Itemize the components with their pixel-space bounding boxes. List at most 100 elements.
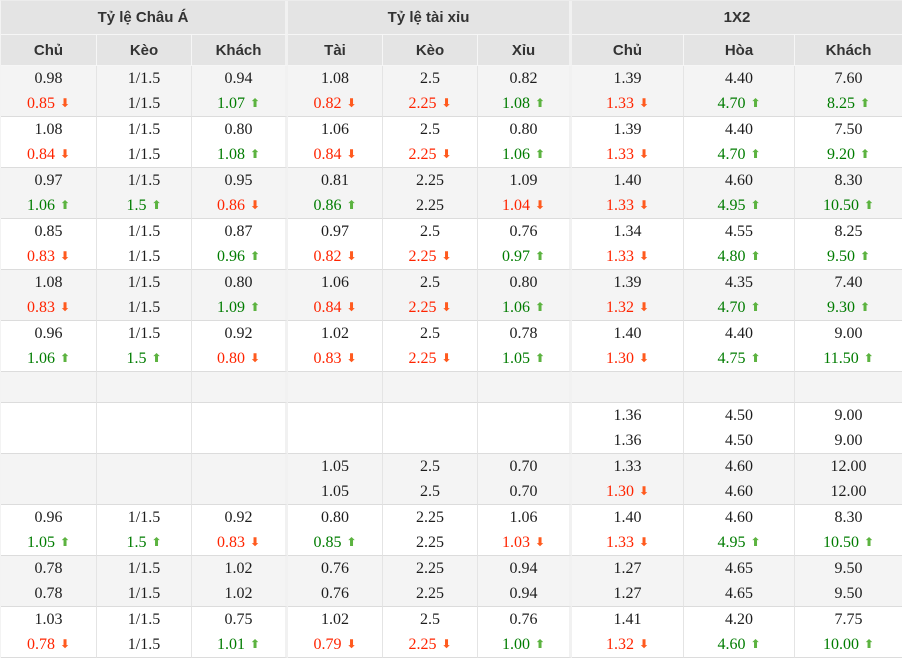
odds-cell: 0.94 1.07 ⬆ <box>192 66 289 117</box>
odds-value-opening: 1.27 <box>613 560 642 577</box>
odds-value-opening: 0.75 <box>224 611 253 628</box>
odds-value-live: 0.85 <box>26 95 55 112</box>
odds-value-opening: 2.5 <box>420 611 441 628</box>
odds-cell <box>383 403 479 454</box>
odds-cell: 1.36 1.36 <box>572 403 685 454</box>
trend-up-icon: ⬆ <box>750 96 761 110</box>
odds-cell: 0.80 1.06 ⬆ <box>478 270 573 321</box>
odds-value-live: 0.82 <box>313 248 342 265</box>
odds-value-live: 1.02 <box>224 585 253 602</box>
trend-up-icon: ⬆ <box>534 96 546 110</box>
odds-value-live: 1.05 <box>321 483 350 500</box>
odds-cell: 7.40 9.30 ⬆ <box>795 270 902 321</box>
odds-value-opening: 0.76 <box>321 560 350 577</box>
odds-value-opening: 7.75 <box>834 611 863 628</box>
odds-value-live: 1.27 <box>613 585 642 602</box>
odds-cell: 1/1.5 1.5 ⬆ <box>97 168 192 219</box>
odds-cell: 1.02 0.79 ⬇ <box>288 607 384 658</box>
odds-value-live: 1.5 <box>126 350 147 367</box>
trend-down-icon: ⬇ <box>59 637 71 651</box>
odds-value-live: 4.95 <box>717 534 746 551</box>
odds-cell: 9.00 9.00 <box>795 403 902 454</box>
odds-value-live: 1.01 <box>216 636 245 653</box>
odds-value-live: 1.06 <box>26 350 55 367</box>
odds-cell: 0.80 1.08 ⬆ <box>192 117 289 168</box>
odds-cell: 4.60 4.95 ⬆ <box>684 168 796 219</box>
odds-value-opening: 0.76 <box>509 223 538 240</box>
odds-value-opening: 4.55 <box>725 223 754 240</box>
trend-down-icon: ⬇ <box>59 147 71 161</box>
odds-value-opening: 1/1.5 <box>127 70 161 87</box>
odds-cell: 0.97 1.06 ⬆ <box>1 168 97 219</box>
odds-cell: 4.50 4.50 <box>684 403 796 454</box>
trend-up-icon: ⬆ <box>151 351 162 365</box>
odds-cell <box>478 403 573 454</box>
trend-up-icon: ⬆ <box>863 637 875 651</box>
odds-value-opening: 0.80 <box>224 121 253 138</box>
odds-value-opening: 0.97 <box>321 223 350 240</box>
odds-value-live: 0.86 <box>216 197 245 214</box>
trend-up-icon: ⬆ <box>249 249 261 263</box>
odds-value-live: 1/1.5 <box>127 146 161 163</box>
odds-value-live: 1.05 <box>26 534 55 551</box>
odds-value-opening: 1.39 <box>613 70 642 87</box>
odds-value-opening: 0.92 <box>224 509 253 526</box>
odds-value-opening: 4.40 <box>725 325 754 342</box>
odds-cell: 4.65 4.65 <box>684 556 796 607</box>
odds-value-opening: 1/1.5 <box>127 509 161 526</box>
odds-value-opening: 1.08 <box>34 274 63 291</box>
odds-cell: 0.80 0.85 ⬆ <box>288 505 384 556</box>
odds-value-opening: 1/1.5 <box>127 223 161 240</box>
odds-cell: 7.75 10.00 ⬆ <box>795 607 902 658</box>
odds-cell: 1/1.5 1.5 ⬆ <box>97 505 192 556</box>
trend-down-icon: ⬇ <box>346 147 357 161</box>
odds-value-opening: 0.80 <box>509 121 538 138</box>
odds-cell: 1.39 1.33 ⬇ <box>572 117 685 168</box>
odds-value-opening: 4.40 <box>725 121 754 138</box>
odds-value-live: 0.84 <box>313 299 342 316</box>
odds-cell: 1/1.5 1/1.5 <box>97 607 192 658</box>
odds-cell: 0.78 1.05 ⬆ <box>478 321 573 372</box>
odds-cell: 0.81 0.86 ⬆ <box>288 168 384 219</box>
odds-value-live: 0.78 <box>26 636 55 653</box>
odds-value-live: 0.83 <box>313 350 342 367</box>
group-header-asian-handicap: Tỷ lệ Châu Á <box>1 1 289 35</box>
odds-value-opening: 2.25 <box>416 560 445 577</box>
odds-value-live: 1.33 <box>605 146 634 163</box>
odds-cell <box>684 372 796 403</box>
odds-cell: 4.40 4.75 ⬆ <box>684 321 796 372</box>
odds-cell: 0.78 0.78 <box>1 556 97 607</box>
trend-down-icon: ⬇ <box>249 198 261 212</box>
trend-down-icon: ⬇ <box>346 249 357 263</box>
odds-value-opening: 1.09 <box>509 172 538 189</box>
trend-up-icon: ⬆ <box>249 147 261 161</box>
trend-up-icon: ⬆ <box>750 637 761 651</box>
odds-value-opening: 4.40 <box>725 70 754 87</box>
odds-row: 0.85 0.83 ⬇ 1/1.5 1/1.5 0.87 0.96 ⬆ 0.97 0.82 ⬇ 2.5… <box>1 219 902 270</box>
trend-down-icon: ⬇ <box>441 96 452 110</box>
col-header-ou-line: Kèo <box>383 35 479 66</box>
odds-cell: 2.5 2.25 ⬇ <box>383 117 479 168</box>
odds-value-opening: 1.08 <box>34 121 63 138</box>
odds-cell <box>97 454 192 505</box>
odds-value-opening: 1.02 <box>321 611 350 628</box>
odds-value-live: 1.33 <box>605 534 634 551</box>
odds-value-live: 2.25 <box>408 636 437 653</box>
trend-down-icon: ⬇ <box>346 351 357 365</box>
odds-value-live: 10.50 <box>822 534 859 551</box>
odds-cell: 0.85 0.83 ⬇ <box>1 219 97 270</box>
odds-cell: 0.96 1.05 ⬆ <box>1 505 97 556</box>
odds-value-opening: 0.82 <box>509 70 538 87</box>
trend-up-icon: ⬆ <box>249 637 261 651</box>
odds-value-live: 1.33 <box>605 248 634 265</box>
odds-value-opening: 1/1.5 <box>127 611 161 628</box>
odds-cell: 1/1.5 1/1.5 <box>97 270 192 321</box>
trend-up-icon: ⬆ <box>750 351 761 365</box>
odds-value-live: 2.25 <box>416 197 445 214</box>
odds-value-opening: 0.94 <box>509 560 538 577</box>
trend-down-icon: ⬇ <box>441 637 452 651</box>
odds-cell: 12.00 12.00 <box>795 454 902 505</box>
trend-up-icon: ⬆ <box>534 249 546 263</box>
odds-cell: 0.70 0.70 <box>478 454 573 505</box>
odds-value-live: 1.06 <box>501 299 530 316</box>
